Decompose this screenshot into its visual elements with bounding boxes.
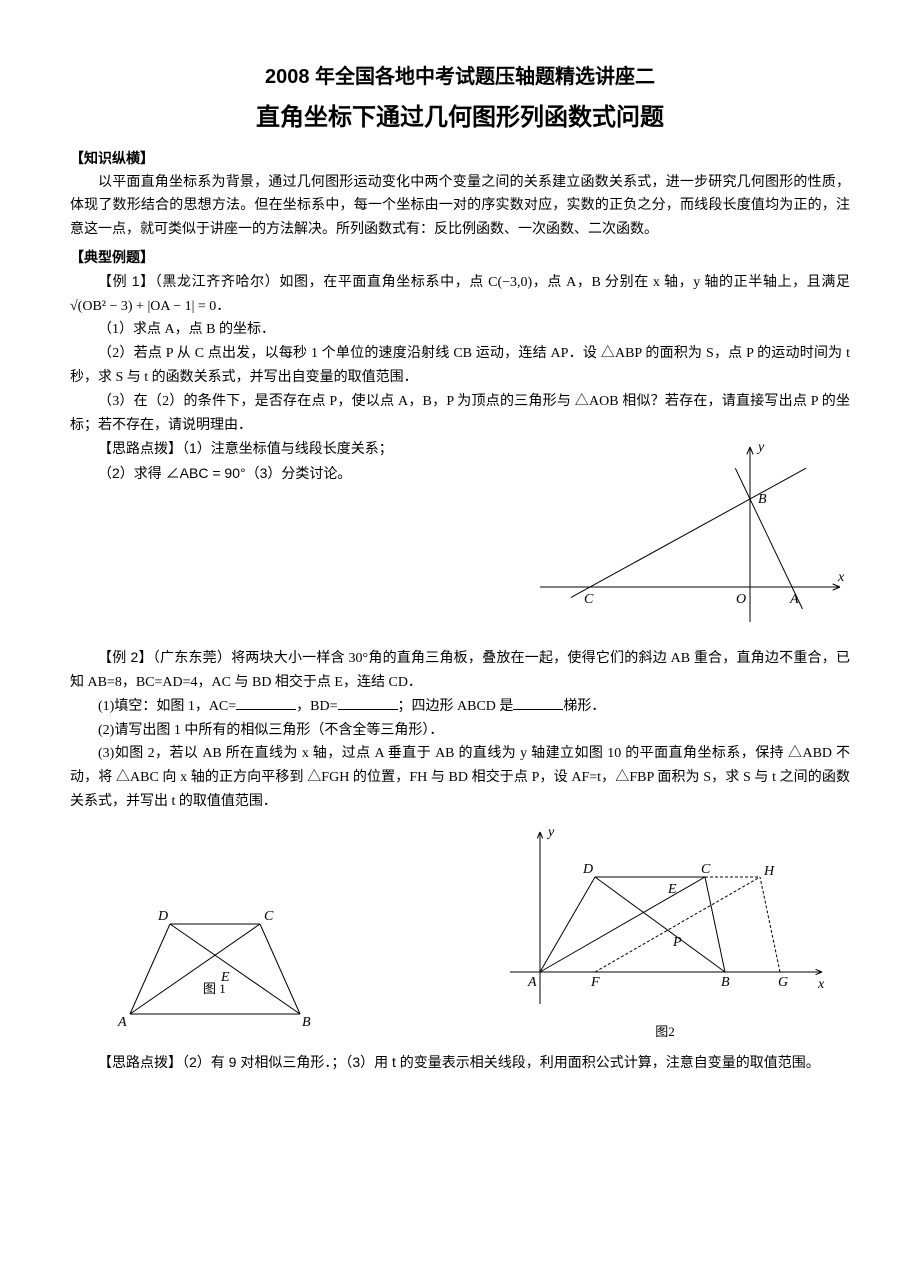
ex2-q2: (2)请写出图 1 中所有的相似三角形（不含全等三角形）． <box>70 719 850 743</box>
svg-text:D: D <box>157 909 168 924</box>
svg-text:A: A <box>789 592 799 607</box>
svg-text:y: y <box>756 440 765 455</box>
ex2-hint-body: （2）有 9 对相似三角形．；（3）用 t 的变量表示相关线段，利用面积公式计算… <box>182 1054 820 1070</box>
figure-1: x y C O A B <box>530 437 850 636</box>
svg-text:C: C <box>584 592 594 607</box>
ex2-hint-head: 【思路点拨】 <box>98 1054 182 1070</box>
svg-text:x: x <box>817 977 825 992</box>
fig2b-caption: 图2 <box>500 1021 830 1043</box>
svg-text:P: P <box>672 935 682 950</box>
ex2-q3: (3)如图 2，若以 AB 所在直线为 x 轴，过点 A 垂直于 AB 的直线为… <box>70 742 850 813</box>
ex2-q1-d: 梯形． <box>563 699 605 714</box>
doc-title-2: 直角坐标下通过几何图形列函数式问题 <box>70 98 850 139</box>
svg-text:B: B <box>758 492 767 507</box>
intro-text: 以平面直角坐标系为背景，通过几何图形运动变化中两个变量之间的关系建立函数关系式，… <box>70 171 850 242</box>
svg-text:A: A <box>117 1015 127 1030</box>
blank-trap <box>513 695 563 710</box>
svg-text:C: C <box>264 909 274 924</box>
svg-text:y: y <box>546 825 555 840</box>
ex1-line1: 【例 1】（黑龙江齐齐哈尔）如图，在平面直角坐标系中，点 C(−3,0)，点 A… <box>70 270 850 319</box>
svg-text:O: O <box>736 592 746 607</box>
ex2-q1-a: (1)填空：如图 1，AC= <box>98 699 236 714</box>
ex1-q1: （1）求点 A，点 B 的坐标． <box>70 318 850 342</box>
doc-title-1: 2008 年全国各地中考试题压轴题精选讲座二 <box>70 60 850 94</box>
examples-head: 【典型例题】 <box>70 246 850 270</box>
ex2-line1: 【例 2】（广东东莞）将两块大小一样含 30°角的直角三角板，叠放在一起，使得它… <box>70 646 850 695</box>
svg-text:E: E <box>667 882 677 897</box>
ex2-q1-c: ；四边形 ABCD 是 <box>398 699 514 714</box>
svg-text:C: C <box>701 862 711 877</box>
figure-2a: ABDCE图 1 <box>110 884 320 1043</box>
svg-text:B: B <box>721 975 730 990</box>
blank-ac <box>236 695 296 710</box>
ex1-hint1: （1）注意坐标值与线段长度关系； <box>182 440 393 456</box>
ex1-hint-head: 【思路点拨】 <box>98 440 182 456</box>
ex1-head: 【例 1】（黑龙江齐齐哈尔） <box>98 273 279 289</box>
svg-text:F: F <box>590 975 600 990</box>
svg-text:H: H <box>763 864 775 879</box>
ex2-q1: (1)填空：如图 1，AC= ，BD= ；四边形 ABCD 是 梯形． <box>70 695 850 719</box>
ex2-hint: 【思路点拨】（2）有 9 对相似三角形．；（3）用 t 的变量表示相关线段，利用… <box>70 1051 850 1075</box>
ex2-head: 【例 2】（广东东莞） <box>98 649 231 665</box>
svg-text:A: A <box>527 975 537 990</box>
svg-text:G: G <box>778 975 788 990</box>
ex2-q1-b: ，BD= <box>296 699 337 714</box>
svg-text:D: D <box>582 862 593 877</box>
figure-row-2: A B D C E 图 1 x y A B D C F G H E P 图2 <box>70 822 850 1043</box>
svg-text:图 1: 图 1 <box>203 981 226 996</box>
svg-text:B: B <box>302 1015 311 1030</box>
blank-bd <box>338 695 398 710</box>
figure-2b: x y A B D C F G H E P 图2 <box>500 822 830 1043</box>
svg-text:x: x <box>837 570 845 585</box>
ex1-q2: （2）若点 P 从 C 点出发，以每秒 1 个单位的速度沿射线 CB 运动，连结… <box>70 342 850 390</box>
ex1-q3: （3）在（2）的条件下，是否存在点 P，使以点 A，B，P 为顶点的三角形与 △… <box>70 390 850 438</box>
example-1-block: 【例 1】（黑龙江齐齐哈尔）如图，在平面直角坐标系中，点 C(−3,0)，点 A… <box>70 270 850 636</box>
knowledge-head: 【知识纵横】 <box>70 147 850 171</box>
